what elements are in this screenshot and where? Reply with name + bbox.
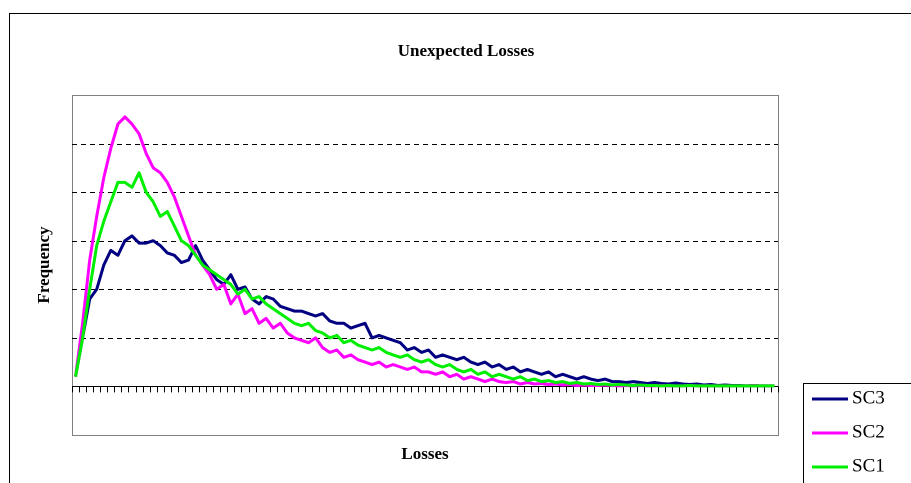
chart-title: Unexpected Losses (398, 41, 535, 60)
line-series (74, 171, 775, 388)
legend-label: SC1 (852, 455, 885, 476)
plot-area (72, 95, 779, 436)
legend-label: SC3 (852, 387, 885, 408)
x-axis-label: Losses (401, 444, 449, 463)
y-axis-label: Frequency (34, 226, 53, 304)
legend-label: SC2 (852, 421, 885, 442)
